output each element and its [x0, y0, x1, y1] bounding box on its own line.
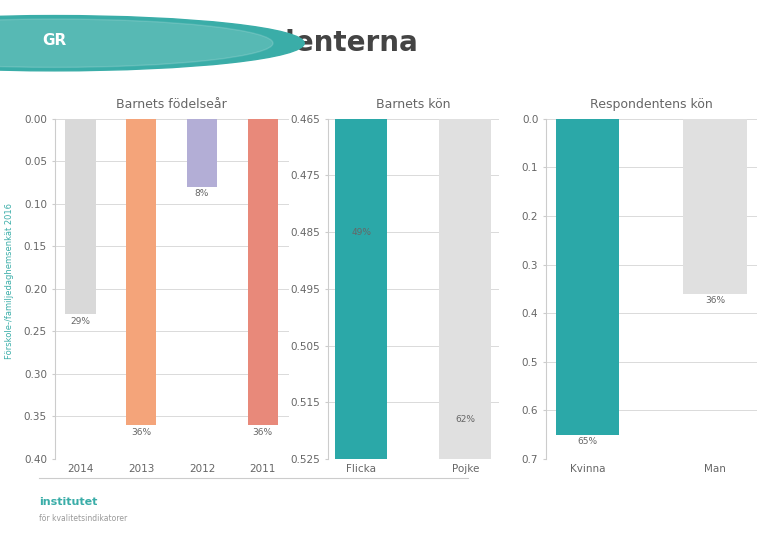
- Text: 49%: 49%: [352, 228, 371, 237]
- Text: 65%: 65%: [577, 437, 597, 446]
- Circle shape: [0, 16, 304, 71]
- Bar: [439, 119, 491, 540]
- Text: institutet: institutet: [39, 497, 98, 507]
- Text: 36%: 36%: [253, 428, 273, 436]
- Bar: [186, 119, 217, 187]
- Text: 62%: 62%: [456, 415, 475, 424]
- Bar: [335, 119, 388, 540]
- Bar: [683, 119, 747, 294]
- Text: Om respondenterna: Om respondenterna: [105, 29, 418, 57]
- Bar: [66, 119, 96, 314]
- Text: för kvalitetsindikatorer: för kvalitetsindikatorer: [39, 514, 127, 523]
- Circle shape: [0, 19, 273, 68]
- Text: 36%: 36%: [705, 296, 725, 305]
- Text: 36%: 36%: [131, 428, 151, 436]
- Title: Barnets födelseår: Barnets födelseår: [116, 98, 227, 111]
- Bar: [126, 119, 157, 425]
- Text: GR: GR: [42, 33, 67, 48]
- Text: 29%: 29%: [70, 317, 90, 326]
- Bar: [555, 119, 619, 435]
- Title: Barnets kön: Barnets kön: [376, 98, 451, 111]
- Title: Respondentens kön: Respondentens kön: [590, 98, 713, 111]
- Text: Förskole-/familjedaghemsenkät 2016: Förskole-/familjedaghemsenkät 2016: [5, 203, 14, 359]
- Text: 8%: 8%: [195, 190, 209, 198]
- Bar: [247, 119, 278, 425]
